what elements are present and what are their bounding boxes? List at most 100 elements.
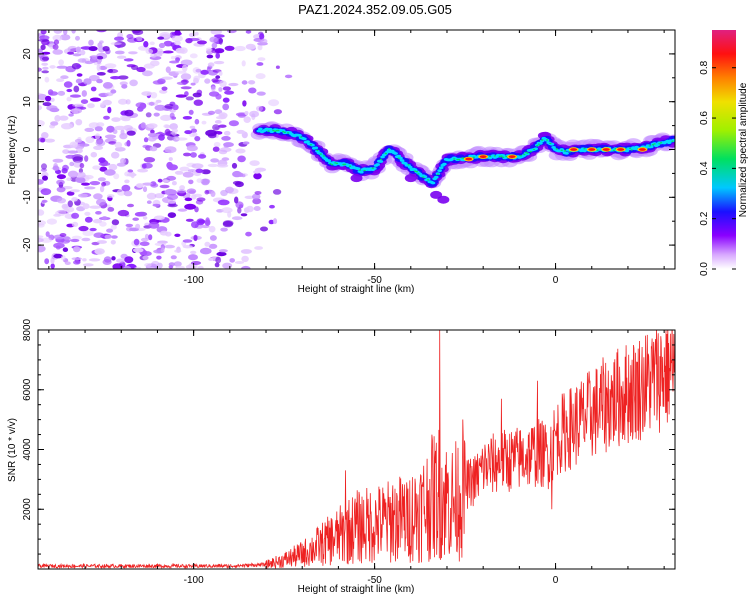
spectrogram-noise-blob <box>241 265 251 269</box>
spectrogram-noise-blob <box>164 146 177 154</box>
spectrogram-noise-blob <box>180 73 192 81</box>
spectrogram-noise-blob <box>118 98 128 105</box>
spectrogram-noise-blob <box>111 151 120 159</box>
spectrogram-noise-blob <box>212 146 220 152</box>
spectrogram-noise-blob <box>211 78 219 83</box>
spectrogram-noise-blob <box>213 60 225 65</box>
spectrogram-ridge-cell <box>313 146 319 150</box>
spectrogram-noise-blob <box>84 155 89 162</box>
spectrogram-noise-blob <box>197 219 206 224</box>
spectrogram-noise-blob <box>106 194 115 198</box>
spectrogram-noise-blob <box>67 200 74 208</box>
spectrogram-noise-blob <box>110 42 122 46</box>
spectrogram-noise-blob <box>56 197 66 204</box>
spectrogram-noise-blob <box>158 42 166 49</box>
spectrogram-ridge-cell <box>529 151 532 153</box>
spectrogram-hotspot-core <box>479 155 487 159</box>
spectrogram-noise-blob <box>52 158 64 163</box>
spectrogram-offshoot <box>350 174 363 183</box>
spectrogram-ridge-cell <box>568 151 572 153</box>
spectrogram-noise-blob <box>257 57 266 61</box>
spectrogram-noise-blob <box>142 255 149 260</box>
spectrogram-noise-blob <box>46 218 58 225</box>
snr-x-tick-label: -100 <box>184 575 204 586</box>
spectrogram-noise-blob <box>163 40 173 47</box>
spectrogram-noise-blob <box>81 237 91 242</box>
spectrogram-noise-blob <box>107 207 115 212</box>
spectrogram-noise-blob <box>136 36 143 42</box>
spectrogram-noise-blob <box>255 73 266 80</box>
spectrogram-noise-blob <box>241 255 249 263</box>
spectrogram-noise-blob <box>150 183 159 188</box>
spectrogram-noise-blob <box>195 168 204 173</box>
spectrogram-noise-blob <box>209 235 217 241</box>
spectrogram-noise-blob <box>111 235 118 239</box>
spectrogram-noise-blob <box>146 200 152 204</box>
spectrogram-noise-blob <box>102 46 110 52</box>
spectrogram-noise-blob <box>218 87 223 92</box>
spectrogram-noise-blob <box>188 254 198 261</box>
spectrogram-noise-blob <box>180 59 193 66</box>
spectrogram-noise-blob <box>192 92 202 98</box>
spectrogram-noise-blob <box>84 216 93 223</box>
spectrogram-noise-blob <box>231 216 243 221</box>
spectrogram-noise-blob <box>222 97 230 103</box>
spectrogram-noise-blob <box>99 40 104 44</box>
colorbar-tick-label: 0.0 <box>699 262 710 276</box>
spectrogram-noise-blob <box>174 249 182 253</box>
spectrogram-noise-blob <box>165 66 171 73</box>
spectrogram-noise-blob <box>194 206 199 213</box>
spectrogram-noise-blob <box>150 129 155 134</box>
spectrogram-noise-blob <box>207 62 215 67</box>
spectrogram-noise-blob <box>76 64 82 68</box>
spectrogram-noise-blob <box>40 137 46 143</box>
spectrogram-noise-blob <box>142 70 153 77</box>
spectrogram-noise-blob <box>166 194 179 200</box>
spectrogram-ridge-cell <box>563 150 567 152</box>
spectrogram-ridge-cell <box>519 155 523 157</box>
spectrogram-noise-blob <box>249 110 260 118</box>
spectrogram-noise-blob <box>71 30 76 34</box>
spectrogram-noise-blob <box>210 190 216 197</box>
spectrogram-noise-blob <box>82 230 94 236</box>
spectrogram-noise-blob <box>140 237 149 242</box>
spectrogram-ridge-cell <box>555 148 558 150</box>
spectrogram-noise-blob <box>104 92 114 97</box>
spectrogram-noise-blob <box>164 124 171 129</box>
spectrogram-noise-blob <box>88 258 101 262</box>
spectrogram-noise-blob <box>215 75 221 79</box>
spectrogram-noise-blob <box>241 174 246 178</box>
spectrogram-noise-blob <box>207 110 216 115</box>
spectrogram-ridge-cell <box>526 152 529 154</box>
spectrogram-ridge-cell <box>493 155 497 157</box>
spectrogram-ridge-cell <box>399 159 405 162</box>
spectrogram-noise-blob <box>62 247 69 252</box>
spectrogram-noise-blob <box>38 237 44 243</box>
spectrogram-noise-blob <box>252 198 262 205</box>
spectrogram-noise-blob <box>69 161 75 167</box>
spectrogram-noise-blob <box>99 166 108 172</box>
spectrogram-noise-blob <box>223 142 234 148</box>
spectrogram-noise-blob <box>56 78 65 82</box>
spectrogram-ridge-cell <box>488 155 492 158</box>
spectrogram-noise-blob <box>234 261 245 264</box>
spectrogram-noise-blob <box>144 263 152 267</box>
spectrogram-ridge-cell <box>371 167 374 169</box>
spectrogram-noise-blob <box>269 204 275 209</box>
spectrogram-noise-blob <box>170 255 177 260</box>
spectrogram-noise-blob <box>145 48 154 55</box>
spectrogram-noise-blob <box>148 234 153 241</box>
spectrogram-noise-blob <box>221 136 231 141</box>
spectrogram-noise-blob <box>84 127 95 132</box>
spectrogram-noise-blob <box>40 30 47 35</box>
spectrogram-noise-blob <box>248 80 256 85</box>
spectrogram-noise-blob <box>238 204 244 209</box>
spectrogram-noise-blob <box>149 41 155 46</box>
spectrogram-ridge-cell <box>549 142 552 145</box>
spectrogram-noise-blob <box>268 99 280 107</box>
spectrogram-ridge-cell <box>453 158 456 160</box>
spectrogram-noise-blob <box>66 88 73 93</box>
spectrogram-noise-blob <box>44 76 50 83</box>
spectrogram-noise-blob <box>181 64 188 72</box>
spectrogram-noise-blob <box>84 211 91 216</box>
